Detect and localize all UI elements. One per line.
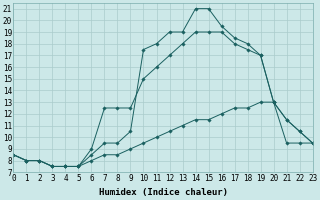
X-axis label: Humidex (Indice chaleur): Humidex (Indice chaleur) — [99, 188, 228, 197]
